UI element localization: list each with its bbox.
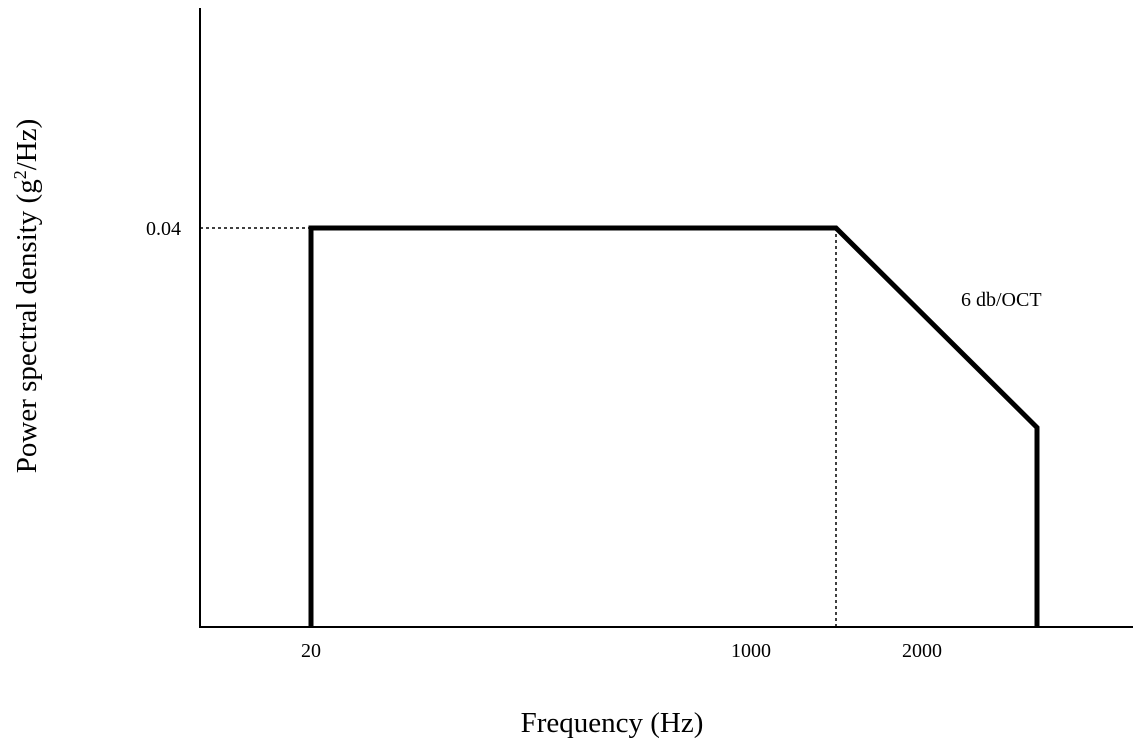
reference-lines bbox=[200, 227, 837, 627]
x-tick-label-20: 20 bbox=[301, 640, 321, 662]
y-axis-label-superscript: 2 bbox=[10, 170, 30, 179]
slope-annotation: 6 db/OCT bbox=[961, 289, 1042, 311]
x-axis-label: Frequency (Hz) bbox=[521, 707, 704, 739]
x-tick-label-1000: 1000 bbox=[731, 640, 771, 662]
y-axis-label-main: Power spectral density (g bbox=[11, 179, 43, 473]
y-axis-label: Power spectral density (g2/Hz) bbox=[10, 119, 43, 473]
y-tick-label-0-04: 0.04 bbox=[146, 218, 181, 240]
y-axis-label-tail: /Hz) bbox=[11, 119, 43, 171]
psd-series-line bbox=[308, 225, 1040, 627]
x-tick-label-2000: 2000 bbox=[902, 640, 942, 662]
